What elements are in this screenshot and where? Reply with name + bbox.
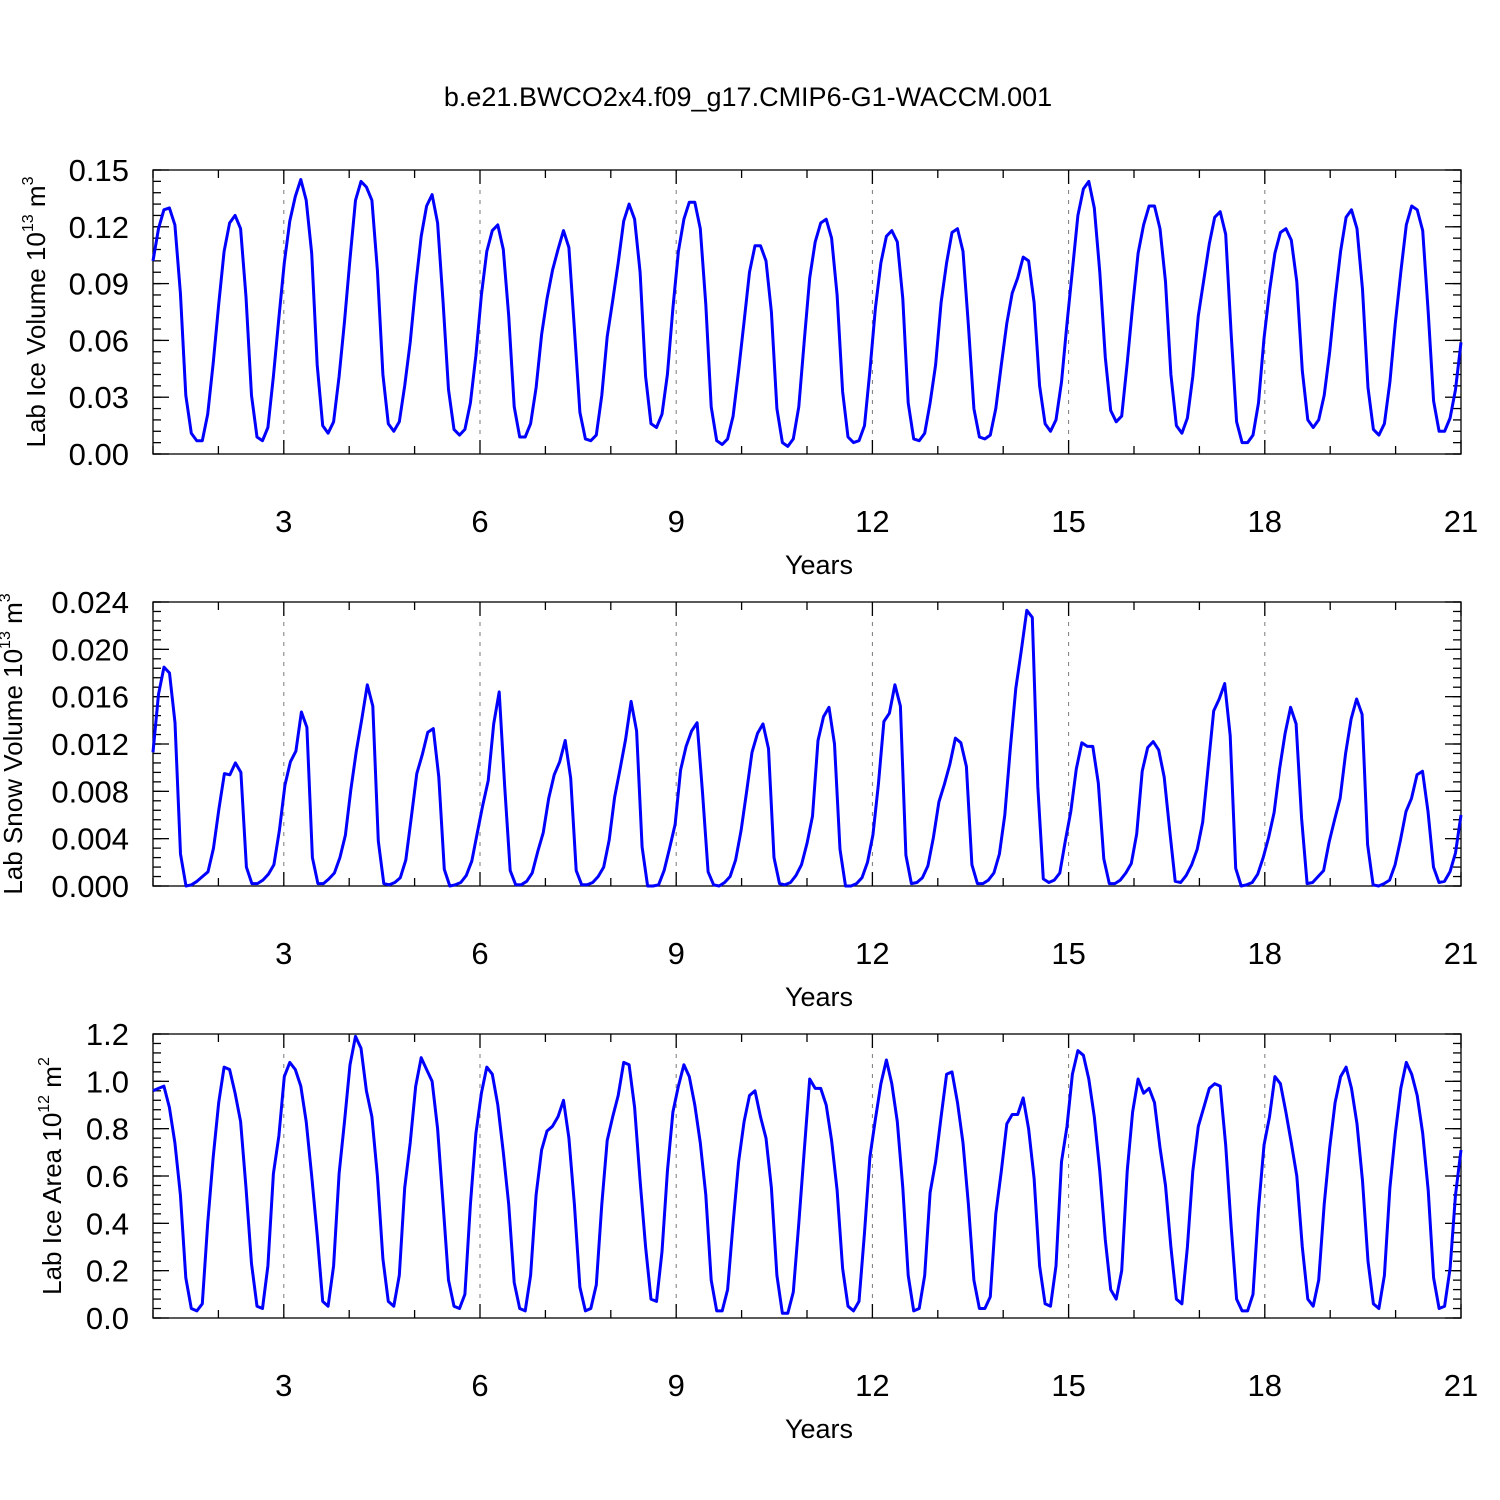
- y-axis-label-superscript: 3: [20, 176, 37, 185]
- x-tick-label: 3: [275, 504, 292, 539]
- series-line: [151, 608, 1463, 888]
- y-tick-label: 0.6: [86, 1159, 129, 1194]
- x-tick-label: 15: [1051, 936, 1085, 971]
- y-tick-label: 0.000: [51, 869, 129, 904]
- y-tick-label: 0.016: [51, 680, 129, 715]
- y-tick-label: 0.004: [51, 822, 129, 857]
- x-tick-label: 6: [471, 936, 488, 971]
- y-axis-label-superscript: 13: [0, 631, 14, 649]
- x-axis-label: Years: [785, 550, 853, 580]
- y-axis-label-part: Lab Ice Area 10: [37, 1113, 67, 1295]
- y-axis-label-superscript: 13: [20, 214, 37, 232]
- y-tick-label: 1.2: [86, 1017, 129, 1052]
- y-axis-label-part: Lab Snow Volume 10: [0, 649, 28, 895]
- y-tick-label: 0.2: [86, 1254, 129, 1289]
- y-tick-label: 0.09: [69, 267, 129, 302]
- y-tick-label: 0.15: [69, 153, 129, 188]
- y-axis-label-part: Lab Ice Volume 10: [21, 232, 51, 447]
- x-tick-label: 15: [1051, 504, 1085, 539]
- x-tick-label: 3: [275, 1368, 292, 1403]
- x-axis-label: Years: [785, 1414, 853, 1444]
- x-tick-label: 9: [668, 504, 685, 539]
- x-tick-label: 3: [275, 936, 292, 971]
- y-tick-label: 0.03: [69, 380, 129, 415]
- series-line: [151, 178, 1463, 448]
- y-tick-label: 0.020: [51, 632, 129, 667]
- x-axis-label: Years: [785, 982, 853, 1012]
- y-tick-label: 0.4: [86, 1206, 129, 1241]
- x-tick-label: 6: [471, 1368, 488, 1403]
- figure-title: b.e21.BWCO2x4.f09_g17.CMIP6-G1-WACCM.001: [444, 82, 1052, 112]
- y-tick-label: 0.12: [69, 210, 129, 245]
- y-tick-label: 0.8: [86, 1112, 129, 1147]
- y-axis-label-part: m: [0, 602, 28, 631]
- x-tick-label: 15: [1051, 1368, 1085, 1403]
- y-tick-label: 1.0: [86, 1064, 129, 1099]
- y-tick-label: 0.012: [51, 727, 129, 762]
- x-tick-label: 18: [1248, 504, 1282, 539]
- x-tick-label: 21: [1444, 1368, 1478, 1403]
- series-line: [152, 1034, 1463, 1315]
- x-tick-label: 18: [1248, 1368, 1282, 1403]
- panel-1: 3 6 9 12 15 18 21 0.00 0.03 0.06 0.09 0.12 0.15 Years…: [20, 153, 1478, 580]
- x-tick-label: 21: [1444, 936, 1478, 971]
- y-axis-label-superscript: 2: [36, 1057, 53, 1066]
- panels: 3 6 9 12 15 18 210.000.030.060.090.120.15Years…: [0, 153, 1478, 1444]
- y-tick-label: 0.024: [51, 585, 129, 620]
- y-axis-label-part: m: [37, 1066, 67, 1095]
- x-tick-label: 6: [471, 504, 488, 539]
- y-tick-label: 0.0: [86, 1301, 129, 1336]
- x-tick-label: 9: [668, 936, 685, 971]
- panel-2: 3 6 9 12 15 18 21 0.000 0.004 0.008 0.012 0.016 0.02…: [0, 585, 1478, 1012]
- x-tick-label: 21: [1444, 504, 1478, 539]
- y-tick-label: 0.008: [51, 774, 129, 809]
- y-tick-label: 0.06: [69, 323, 129, 358]
- y-axis-label: Lab Snow Volume 1013 m3: [0, 593, 28, 894]
- y-axis-label: Lab Ice Volume 1013 m3: [20, 176, 51, 447]
- x-tick-label: 12: [855, 1368, 889, 1403]
- y-axis-label: Lab Ice Area 1012 m2: [36, 1057, 67, 1295]
- y-axis-label-superscript: 3: [0, 593, 14, 602]
- y-axis-label-part: m: [21, 185, 51, 214]
- x-tick-label: 12: [855, 936, 889, 971]
- y-tick-label: 0.00: [69, 437, 129, 472]
- x-tick-label: 12: [855, 504, 889, 539]
- x-tick-label: 9: [668, 1368, 685, 1403]
- y-axis-label-superscript: 12: [36, 1095, 53, 1113]
- x-tick-label: 18: [1248, 936, 1282, 971]
- panel-3: 3 6 9 12 15 18 21 0.0 0.2 0.4 0.6 0.8 1.0 1.2 Years Lab…: [36, 1017, 1478, 1444]
